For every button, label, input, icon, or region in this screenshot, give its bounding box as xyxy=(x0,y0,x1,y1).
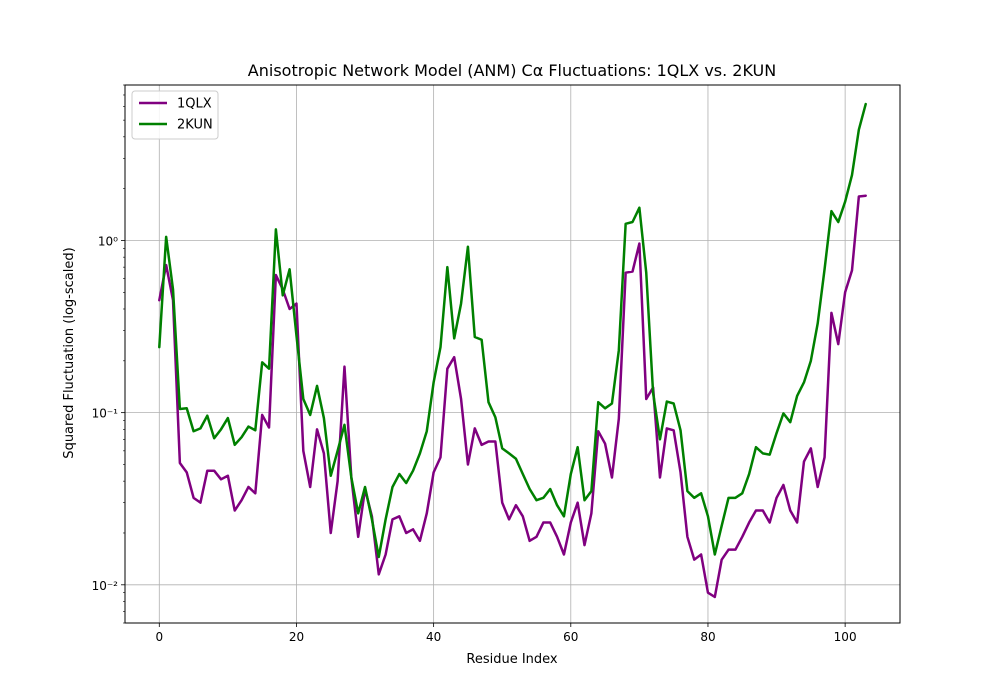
y-axis-ticks: 10⁻² 10⁻¹ 10⁰ xyxy=(92,234,125,593)
legend-label-2kun: 2KUN xyxy=(177,118,213,133)
x-tick-label: 20 xyxy=(289,630,304,644)
x-tick-label: 80 xyxy=(700,630,715,644)
x-axis-ticks: 0 20 40 60 80 100 xyxy=(155,623,857,644)
x-tick-label: 40 xyxy=(426,630,441,644)
series-line-2kun xyxy=(158,102,867,559)
y-tick-label: 10⁰ xyxy=(98,234,118,248)
x-tick-label: 0 xyxy=(155,630,163,644)
legend: 1QLX 2KUN xyxy=(131,90,219,140)
plot-frame xyxy=(124,84,901,624)
y-tick-label: 10⁻¹ xyxy=(92,407,119,421)
x-tick-label: 100 xyxy=(834,630,857,644)
chart-title: Anisotropic Network Model (ANM) Cα Fluct… xyxy=(248,61,776,80)
series-line-1qlx xyxy=(158,194,867,599)
y-tick-label: 10⁻² xyxy=(92,579,119,593)
y-axis-label: Squared Fluctuation (log-scaled) xyxy=(62,247,77,458)
x-tick-label: 60 xyxy=(563,630,578,644)
legend-label-1qlx: 1QLX xyxy=(177,97,212,112)
series-lines xyxy=(158,102,867,599)
grid xyxy=(125,85,900,623)
x-axis-label: Residue Index xyxy=(466,652,558,667)
